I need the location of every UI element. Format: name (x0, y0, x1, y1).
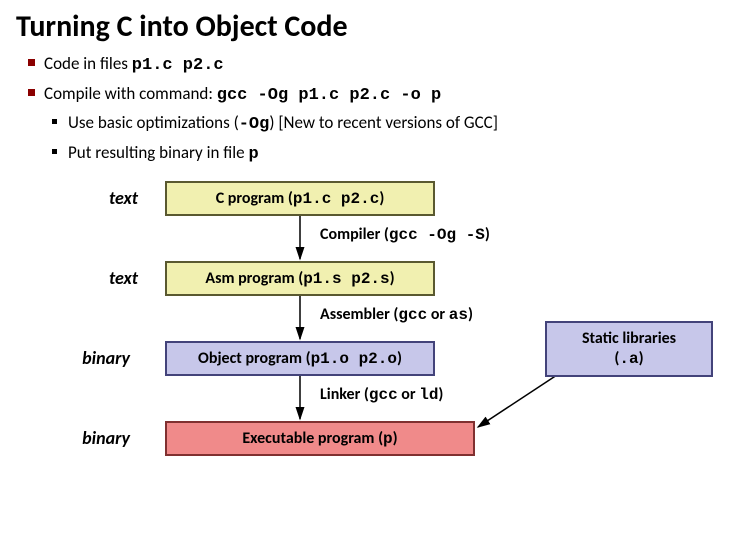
stage-0-pre: C program ( (216, 189, 293, 208)
step-1-code2: as (449, 306, 468, 324)
bullet-2-code: gcc -Og p1.c p2.c -o p (217, 86, 441, 105)
step-linker: Linker (gcc or ld) (320, 385, 443, 404)
step-1-pre: Assembler ( (320, 305, 398, 324)
row-label-1: text (48, 267, 138, 289)
stage-0-post: ) (379, 189, 384, 208)
step-2-post: ) (438, 385, 443, 404)
lib-line2-post: ) (639, 349, 644, 368)
stage-1-pre: Asm program ( (205, 269, 303, 288)
step-2-code2: ld (419, 386, 438, 404)
step-assembler: Assembler (gcc or as) (320, 305, 473, 324)
bullet-2b: Put resulting binary in file p (52, 140, 750, 168)
bullet-2a-post: ) [New to recent versions of GCC] (269, 112, 498, 133)
step-0-pre: Compiler ( (320, 225, 389, 244)
bullet-2b-code: p (248, 145, 258, 164)
stage-c-program: C program (p1.c p2.c) (165, 181, 435, 216)
stage-2-code: p1.o p2.o (311, 350, 397, 368)
stage-3-code: p (383, 430, 393, 448)
bullet-1-code: p1.c p2.c (132, 56, 224, 75)
row-label-0: text (48, 187, 138, 209)
step-2-mid: or (398, 385, 420, 404)
stage-0-code: p1.c p2.c (293, 190, 379, 208)
step-2-code: gcc (369, 386, 398, 404)
lib-line2-code: .a (619, 350, 638, 368)
bullet-2-text: Compile with command: (44, 83, 217, 104)
flowchart: text text binary binary C program (p1.c … (0, 171, 750, 521)
stage-3-post: ) (393, 429, 398, 448)
bullet-list: Code in files p1.c p2.c Compile with com… (28, 51, 750, 167)
step-1-code: gcc (398, 306, 427, 324)
step-0-code: gcc -Og -S (389, 226, 485, 244)
page-title: Turning C into Object Code (16, 8, 750, 45)
stage-1-post: ) (390, 269, 395, 288)
step-1-mid: or (427, 305, 449, 324)
step-1-post: ) (468, 305, 473, 324)
stage-executable-program: Executable program (p) (165, 421, 475, 456)
step-0-post: ) (485, 225, 490, 244)
static-libraries-box: Static libraries (.a) (545, 321, 713, 377)
stage-1-code: p1.s p2.s (303, 270, 389, 288)
step-compiler: Compiler (gcc -Og -S) (320, 225, 490, 244)
bullet-2a-code: -Og (239, 115, 270, 134)
stage-object-program: Object program (p1.o p2.o) (165, 341, 435, 376)
stage-3-pre: Executable program ( (242, 429, 383, 448)
stage-2-post: ) (397, 349, 402, 368)
stage-asm-program: Asm program (p1.s p2.s) (165, 261, 435, 296)
arrow-lib (478, 373, 560, 427)
lib-line1: Static libraries (582, 329, 676, 348)
bullet-1: Code in files p1.c p2.c (28, 51, 750, 79)
step-2-pre: Linker ( (320, 385, 369, 404)
bullet-2a: Use basic optimizations (-Og) [New to re… (52, 110, 750, 138)
bullet-2: Compile with command: gcc -Og p1.c p2.c … (28, 81, 750, 109)
stage-2-pre: Object program ( (198, 349, 311, 368)
bullet-2a-pre: Use basic optimizations ( (68, 112, 239, 133)
bullet-1-text: Code in files (44, 53, 132, 74)
row-label-2: binary (40, 347, 130, 369)
bullet-2b-pre: Put resulting binary in file (68, 142, 248, 163)
row-label-3: binary (40, 427, 130, 449)
